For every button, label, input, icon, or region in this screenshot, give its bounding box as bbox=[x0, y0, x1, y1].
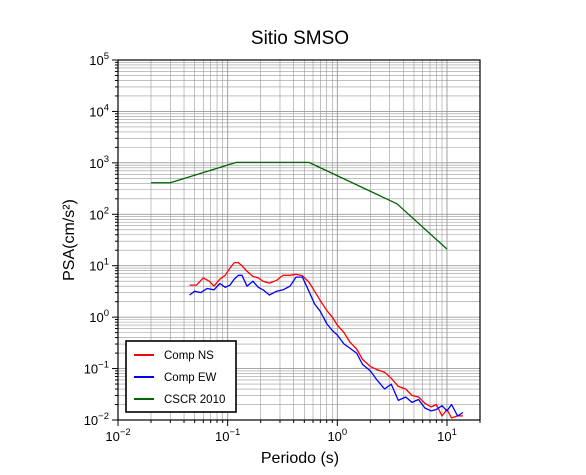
y-tick-label: 10−2 bbox=[84, 411, 109, 428]
legend-label: Comp EW bbox=[164, 372, 217, 384]
y-axis-label: PSA(cm/s²) bbox=[61, 199, 78, 281]
x-axis-label: Periodo (s) bbox=[261, 450, 339, 467]
y-tick-label: 102 bbox=[89, 205, 109, 222]
y-tick-label: 105 bbox=[89, 51, 109, 68]
plot-frame bbox=[117, 59, 481, 421]
y-tick-label: 103 bbox=[89, 154, 109, 171]
y-tick-labels: 10−2 10−1 100 101 102 103 104 105 bbox=[84, 51, 109, 428]
series-line-comp-ew bbox=[189, 274, 464, 417]
y-tick-label: 101 bbox=[89, 257, 109, 274]
legend-label: CSCR 2010 bbox=[164, 394, 225, 406]
series-layer bbox=[151, 161, 464, 419]
chart-title: Sitio SMSO bbox=[251, 28, 349, 49]
x-tick-label: 100 bbox=[327, 427, 347, 444]
y-tick-label: 10−1 bbox=[84, 360, 109, 377]
x-tick-label: 101 bbox=[437, 427, 457, 444]
y-tick-label: 104 bbox=[89, 102, 109, 119]
tick-marks bbox=[112, 59, 481, 426]
series-line-comp-ns bbox=[189, 261, 463, 419]
series-line-cscr-2010 bbox=[151, 161, 448, 250]
x-tick-labels: 10−2 10−1 100 101 bbox=[105, 427, 457, 444]
x-tick-label: 10−1 bbox=[215, 427, 240, 444]
legend: Comp NS Comp EW CSCR 2010 bbox=[125, 340, 237, 413]
x-tick-label: 10−2 bbox=[105, 427, 130, 444]
legend-label: Comp NS bbox=[164, 350, 214, 362]
y-tick-label: 100 bbox=[89, 308, 109, 325]
